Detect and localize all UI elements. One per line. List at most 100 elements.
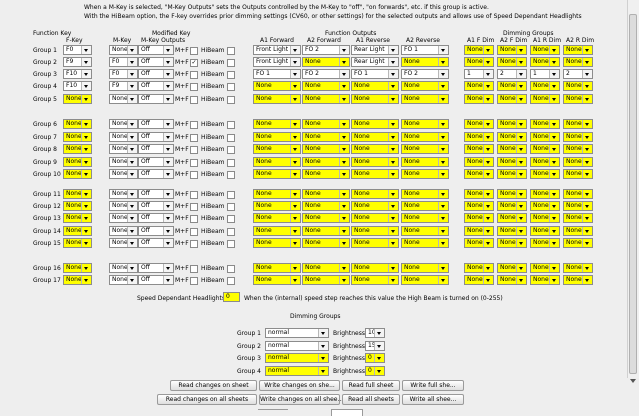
f-key-select[interactable]: None [63, 157, 92, 167]
a1-f-dim-select[interactable]: None [464, 132, 494, 142]
hibeam-checkbox[interactable] [227, 59, 235, 67]
a1-r-dim-select[interactable]: None [530, 157, 560, 167]
f-key-select[interactable]: None [63, 238, 92, 248]
a2-reverse-select[interactable]: FO 1 [401, 45, 449, 55]
a1-reverse-select[interactable]: None [351, 238, 399, 248]
m-key-select[interactable]: None [109, 263, 138, 273]
f-key-select[interactable]: F10 [63, 69, 92, 79]
a1-forward-select[interactable]: FO 1 [253, 69, 301, 79]
hibeam-checkbox[interactable] [227, 83, 235, 91]
a2-r-dim-select[interactable]: None [563, 81, 593, 91]
a2-reverse-select[interactable]: None [401, 119, 449, 129]
dimming-mode-select[interactable]: normal [265, 341, 329, 351]
a2-forward-select[interactable]: None [302, 57, 350, 67]
a1-f-dim-select[interactable]: None [464, 45, 494, 55]
a1-reverse-select[interactable]: None [351, 189, 399, 199]
sheet-button-1[interactable]: Read changes on sheet [170, 380, 257, 391]
a1-forward-select[interactable]: None [253, 157, 301, 167]
all-sheets-button-3[interactable]: Read all sheets [342, 394, 400, 405]
a2-reverse-select[interactable]: None [401, 94, 449, 104]
a1-r-dim-select[interactable]: None [530, 226, 560, 236]
a2-reverse-select[interactable]: None [401, 213, 449, 223]
a2-forward-select[interactable]: None [302, 213, 350, 223]
a2-f-dim-select[interactable]: None [497, 189, 527, 199]
f-key-select[interactable]: None [63, 119, 92, 129]
mf-checkbox[interactable] [190, 265, 198, 273]
a2-f-dim-select[interactable]: None [497, 169, 527, 179]
a2-forward-select[interactable]: None [302, 189, 350, 199]
m-key-outputs-select[interactable]: Off [138, 81, 174, 91]
hibeam-checkbox[interactable] [227, 121, 235, 129]
a2-r-dim-select[interactable]: None [563, 144, 593, 154]
hibeam-checkbox[interactable] [227, 47, 235, 55]
sheet-button-4[interactable]: Write full she... [402, 380, 464, 391]
a1-r-dim-select[interactable]: None [530, 263, 560, 273]
hibeam-checkbox[interactable] [227, 265, 235, 273]
m-key-select[interactable]: None [109, 157, 138, 167]
f-key-select[interactable]: None [63, 226, 92, 236]
mf-checkbox[interactable] [190, 47, 198, 55]
f-key-select[interactable]: None [63, 213, 92, 223]
mf-checkbox[interactable] [190, 96, 198, 104]
a1-r-dim-select[interactable]: None [530, 132, 560, 142]
a2-reverse-select[interactable]: None [401, 201, 449, 211]
a1-reverse-select[interactable]: Rear Light [351, 57, 399, 67]
dimming-mode-select[interactable]: normal [265, 366, 329, 376]
a2-f-dim-select[interactable]: None [497, 45, 527, 55]
a2-forward-select[interactable]: None [302, 169, 350, 179]
mf-checkbox[interactable]: ✓ [190, 59, 198, 67]
a1-f-dim-select[interactable]: None [464, 81, 494, 91]
a1-r-dim-select[interactable]: None [530, 119, 560, 129]
f-key-select[interactable]: None [63, 132, 92, 142]
a1-r-dim-select[interactable]: None [530, 81, 560, 91]
a2-r-dim-select[interactable]: None [563, 94, 593, 104]
a2-f-dim-select[interactable]: 2 [497, 69, 527, 79]
a2-f-dim-select[interactable]: None [497, 238, 527, 248]
a1-forward-select[interactable]: None [253, 81, 301, 91]
a2-reverse-select[interactable]: FO 2 [401, 69, 449, 79]
a1-forward-select[interactable]: None [253, 238, 301, 248]
m-key-outputs-select[interactable]: Off [138, 144, 174, 154]
sheet-button-3[interactable]: Read full sheet [342, 380, 400, 391]
brightness-select[interactable]: 15 [365, 341, 385, 351]
a2-r-dim-select[interactable]: None [563, 132, 593, 142]
a1-reverse-select[interactable]: Rear Light [351, 45, 399, 55]
sheet-button-2[interactable]: Write changes on she... [259, 380, 340, 391]
m-key-select[interactable]: None [109, 94, 138, 104]
a2-r-dim-select[interactable]: None [563, 189, 593, 199]
hibeam-checkbox[interactable] [227, 159, 235, 167]
all-sheets-button-1[interactable]: Read changes on all sheets [157, 394, 257, 405]
scroll-down-arrow-icon[interactable] [630, 379, 636, 383]
a2-forward-select[interactable]: None [302, 275, 350, 285]
a1-forward-select[interactable]: None [253, 94, 301, 104]
hibeam-checkbox[interactable] [227, 191, 235, 199]
m-key-outputs-select[interactable]: Off [138, 57, 174, 67]
hibeam-checkbox[interactable] [227, 240, 235, 248]
a1-reverse-select[interactable]: None [351, 263, 399, 273]
a1-f-dim-select[interactable]: None [464, 238, 494, 248]
hibeam-checkbox[interactable] [227, 228, 235, 236]
a1-reverse-select[interactable]: None [351, 144, 399, 154]
a1-f-dim-select[interactable]: None [464, 57, 494, 67]
a2-reverse-select[interactable]: None [401, 132, 449, 142]
brightness-select[interactable]: 0 [365, 366, 385, 376]
a2-r-dim-select[interactable]: None [563, 263, 593, 273]
a1-reverse-select[interactable]: None [351, 201, 399, 211]
all-sheets-button-2[interactable]: Write changes on all shee... [259, 394, 344, 405]
a2-f-dim-select[interactable]: None [497, 119, 527, 129]
mf-checkbox[interactable] [190, 171, 198, 179]
a1-forward-select[interactable]: None [253, 226, 301, 236]
scrollbar-thumb[interactable] [629, 14, 637, 374]
a1-f-dim-select[interactable]: None [464, 119, 494, 129]
m-key-select[interactable]: None [109, 189, 138, 199]
m-key-select[interactable]: None [109, 213, 138, 223]
a2-reverse-select[interactable]: None [401, 144, 449, 154]
mf-checkbox[interactable] [190, 203, 198, 211]
hibeam-checkbox[interactable] [227, 203, 235, 211]
f-key-select[interactable]: None [63, 144, 92, 154]
a1-r-dim-select[interactable]: None [530, 189, 560, 199]
m-key-select[interactable]: None [109, 169, 138, 179]
all-sheets-button-4[interactable]: Write all shee... [402, 394, 464, 405]
a2-forward-select[interactable]: None [302, 144, 350, 154]
a1-f-dim-select[interactable]: None [464, 157, 494, 167]
